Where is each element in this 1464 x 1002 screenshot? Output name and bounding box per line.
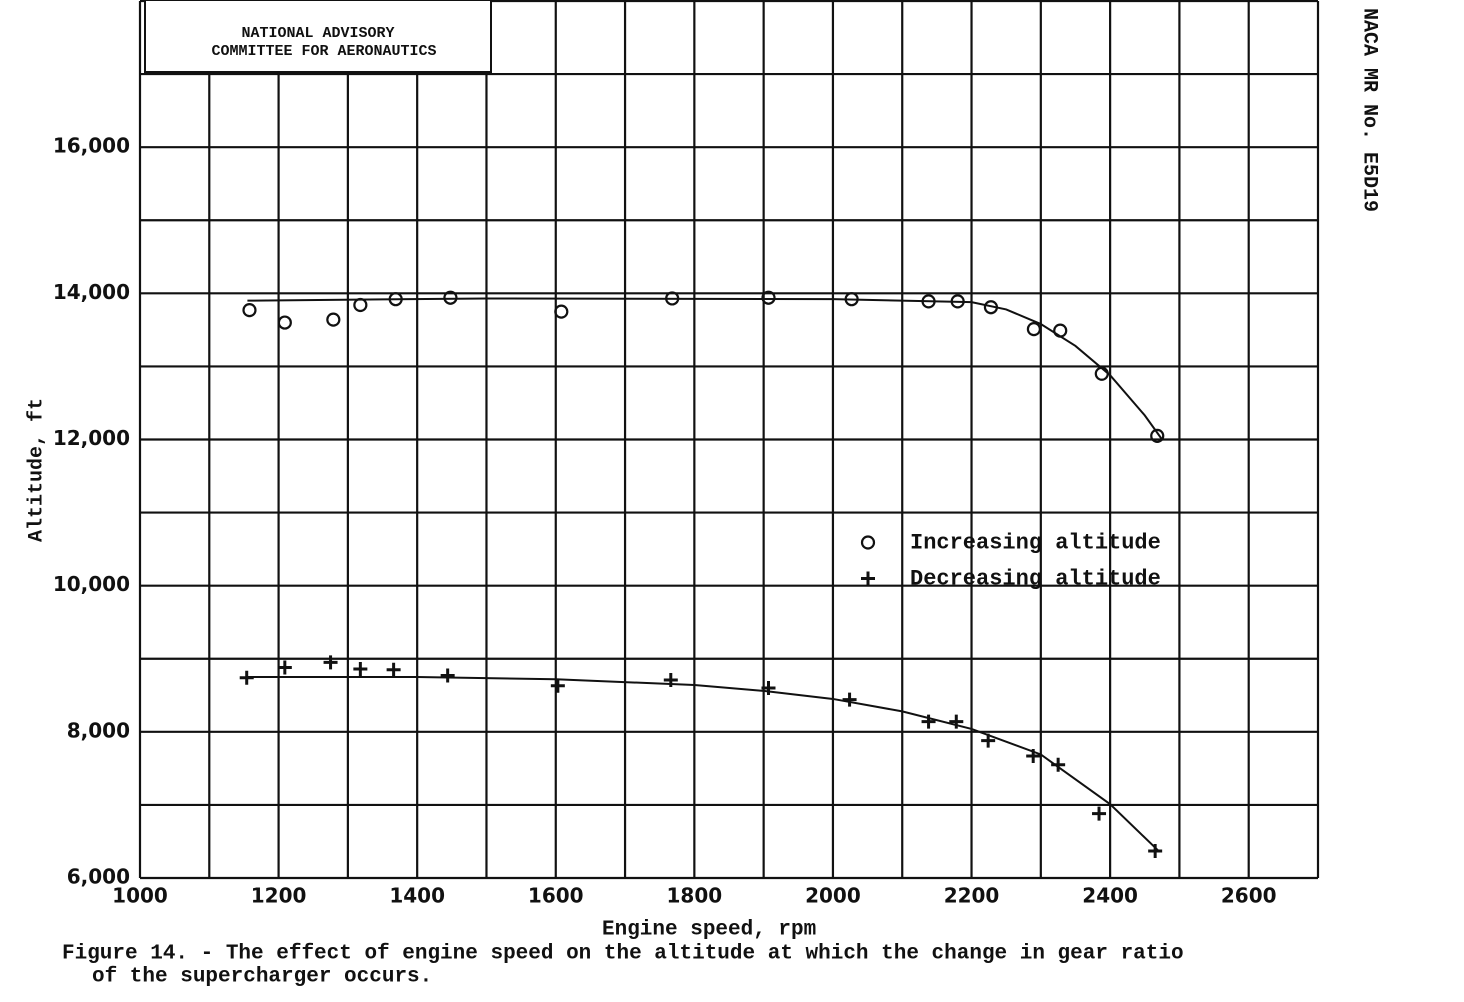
- point: [1053, 323, 1068, 338]
- point: [1150, 428, 1165, 443]
- y-tick-label: 16,000: [53, 134, 130, 158]
- legend-marker: [861, 571, 875, 586]
- point: [950, 294, 965, 309]
- point: [388, 292, 403, 307]
- caption: Figure 14. - The effect of engine speed …: [62, 943, 1184, 966]
- point: [1026, 322, 1041, 337]
- stamp-box: [144, 0, 492, 73]
- point: [844, 292, 859, 307]
- point: [323, 655, 338, 670]
- x-tick-label: 1400: [389, 884, 445, 908]
- point: [983, 300, 999, 315]
- y-tick-label: 8,000: [67, 718, 130, 742]
- point: [242, 303, 257, 318]
- point: [443, 290, 458, 305]
- point: [921, 714, 936, 729]
- point: [353, 661, 368, 676]
- point: [761, 290, 776, 305]
- legend-label: Increasing altitude: [910, 530, 1161, 555]
- x-tick-label: 2200: [944, 884, 1000, 908]
- stamp-line: COMMITTEE FOR AERONAUTICS: [211, 43, 436, 60]
- point: [1148, 843, 1163, 858]
- point: [326, 312, 341, 327]
- point: [550, 678, 565, 693]
- fit-curve: [247, 676, 1160, 852]
- point: [1092, 806, 1107, 821]
- x-axis-label: Engine speed, rpm: [602, 919, 816, 942]
- point: [353, 297, 368, 313]
- y-tick-label: 10,000: [53, 572, 130, 596]
- x-tick-label: 1600: [528, 884, 584, 908]
- point: [665, 291, 680, 306]
- y-tick-label: 6,000: [67, 865, 130, 889]
- caption: of the supercharger occurs.: [92, 966, 432, 989]
- point: [277, 315, 292, 330]
- point: [663, 672, 678, 687]
- point: [277, 660, 292, 675]
- point: [386, 662, 401, 677]
- point: [239, 670, 254, 685]
- point: [1026, 748, 1041, 763]
- y-axis-label: Altitude, ft: [25, 398, 48, 542]
- x-tick-label: 1800: [667, 884, 723, 908]
- x-tick-label: 1000: [112, 884, 168, 908]
- legend-marker: [860, 535, 876, 550]
- y-tick-label: 14,000: [53, 280, 130, 304]
- point: [949, 714, 964, 729]
- point: [842, 692, 857, 707]
- stamp-line: NATIONAL ADVISORY: [241, 25, 394, 42]
- x-tick-label: 2600: [1221, 884, 1277, 908]
- legend-label: Decreasing altitude: [910, 566, 1161, 591]
- y-tick-label: 12,000: [53, 426, 130, 450]
- point: [440, 668, 455, 683]
- point: [921, 294, 936, 309]
- point: [981, 733, 996, 748]
- side-label: NACA MR No. E5D19: [1358, 8, 1381, 212]
- x-tick-label: 2400: [1082, 884, 1138, 908]
- point: [554, 304, 569, 319]
- fit-curve: [247, 297, 1163, 441]
- x-tick-label: 1200: [251, 884, 307, 908]
- x-tick-label: 2000: [805, 884, 861, 908]
- point: [1051, 757, 1066, 772]
- point: [1094, 366, 1109, 381]
- point: [761, 680, 776, 695]
